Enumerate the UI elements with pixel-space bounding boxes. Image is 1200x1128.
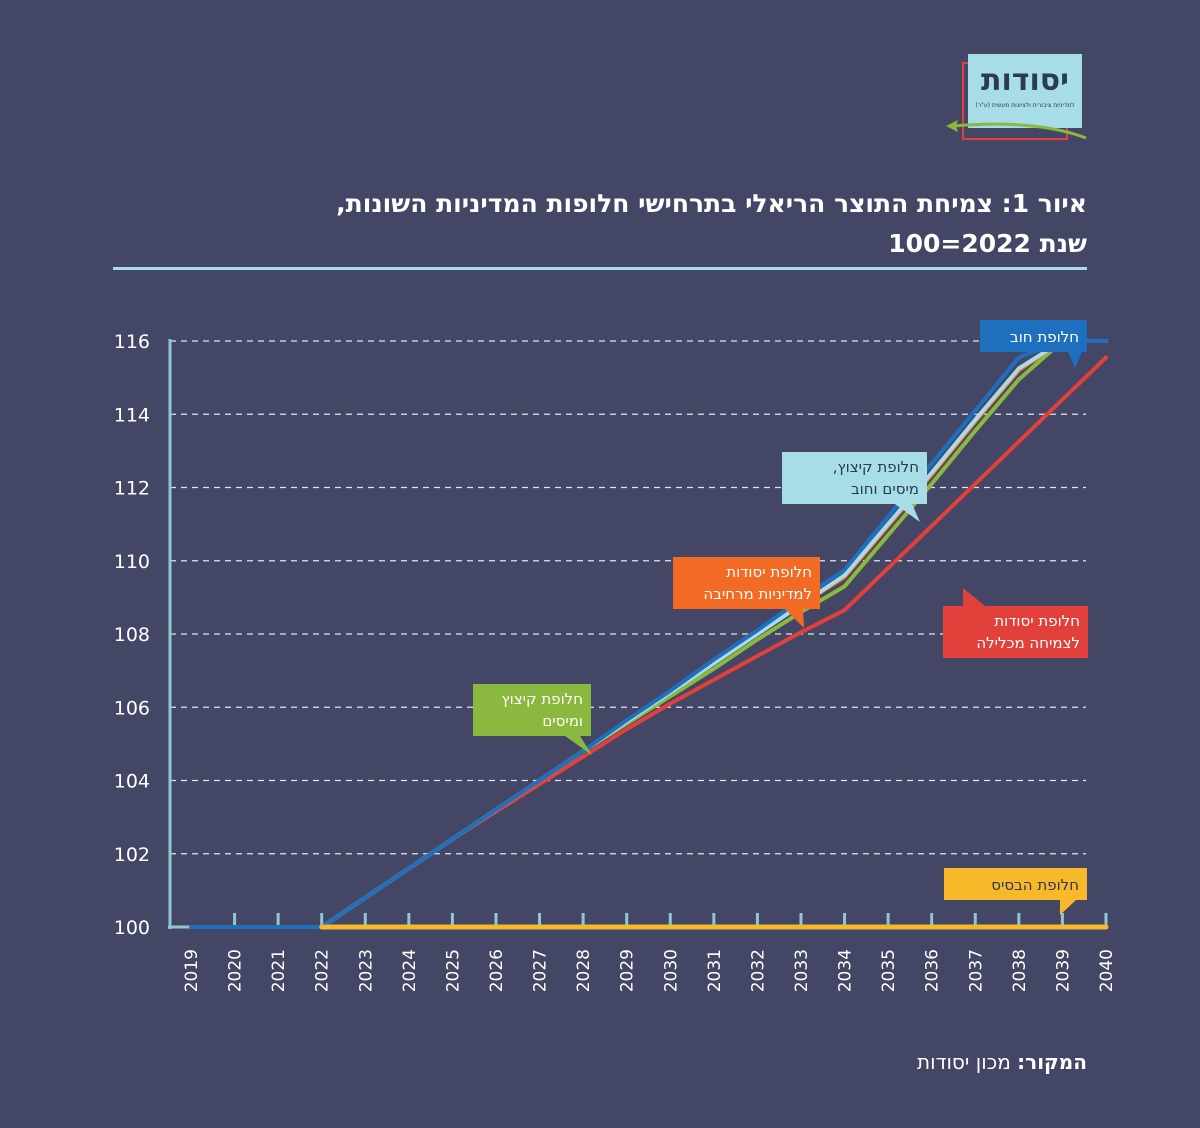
y-tick-label: 104 xyxy=(114,771,150,793)
y-tick-label: 110 xyxy=(114,551,150,573)
x-tick-label: 2026 xyxy=(487,949,507,992)
x-tick-label: 2029 xyxy=(618,949,638,992)
x-tick-label: 2023 xyxy=(356,949,376,992)
annotation-pointer xyxy=(895,504,920,522)
x-tick-label: 2028 xyxy=(574,949,594,992)
annotation-baseline: חלופת הבסיס xyxy=(944,868,1087,915)
x-tick-labels: 2019 2020 2021 2022 2023 2024 2025 2026 2027 2028… xyxy=(182,949,1117,992)
annotation-text: למדיניות מרחיבה xyxy=(703,585,812,603)
annotation-pointer xyxy=(565,736,592,755)
annotation-pointer xyxy=(1068,352,1082,368)
annotation-text: חלופת יסודות xyxy=(994,612,1080,630)
x-tick-label: 2037 xyxy=(966,949,986,992)
annotation-text: חלופת קיצוץ, xyxy=(833,458,919,476)
source-label: המקור: xyxy=(1017,1050,1087,1074)
y-tick-label: 114 xyxy=(114,404,150,426)
annotation-pointer xyxy=(1060,900,1076,915)
x-tick-label: 2035 xyxy=(879,949,899,992)
logo: יסודות למדיניות ציבורית ולציונות מעשית (… xyxy=(940,50,1090,150)
logo-name: יסודות xyxy=(981,63,1069,98)
annotation-text: מיסים וחוב xyxy=(851,480,919,498)
grid-lines xyxy=(170,340,1086,855)
x-tick-label: 2019 xyxy=(182,949,202,992)
annotation-text: חלופת חוב xyxy=(1010,328,1079,346)
chart-title: איור 1: צמיחת התוצר הריאלי בתרחישי חלופו… xyxy=(107,184,1087,264)
series-line-debt xyxy=(189,339,1108,929)
series-annotations: חלופת חוב חלופת קיצוץ, מיסים וחוב חלופת יסו… xyxy=(473,320,1088,915)
x-tick-label: 2034 xyxy=(836,949,856,992)
x-tick-label: 2020 xyxy=(226,949,246,992)
annotation-text: לצמיחה מכלילה xyxy=(976,634,1080,652)
x-tick-label: 2024 xyxy=(400,949,420,992)
line-chart: 100 102 104 106 108 110 112 114 116 2019 2020 2021… xyxy=(114,320,1117,992)
annotation-austerity_tax_debt: חלופת קיצוץ, מיסים וחוב xyxy=(782,452,927,522)
annotation-box xyxy=(943,606,1088,658)
annotation-box xyxy=(473,684,591,736)
annotation-box xyxy=(944,868,1087,900)
x-tick-label: 2025 xyxy=(443,949,463,992)
y-tick-label: 100 xyxy=(114,917,150,939)
x-tick-label: 2030 xyxy=(661,949,681,992)
series-lines xyxy=(189,339,1109,930)
logo-tagline: למדיניות ציבורית ולציונות מעשית (ע"ר) xyxy=(975,102,1075,109)
annotation-box xyxy=(673,557,820,609)
x-tick-label: 2038 xyxy=(1010,949,1030,992)
annotation-inclusive: חלופת יסודות לצמיחה מכלילה xyxy=(943,588,1088,658)
x-tick-label: 2039 xyxy=(1053,949,1073,992)
x-tick-label: 2040 xyxy=(1097,949,1117,992)
annotation-text: ומיסים xyxy=(542,712,583,730)
y-tick-label: 106 xyxy=(114,697,150,719)
y-tick-labels: 100 102 104 106 108 110 112 114 116 xyxy=(114,331,150,939)
annotation-text: חלופת יסודות xyxy=(726,563,812,581)
annotation-debt: חלופת חוב xyxy=(980,320,1087,368)
chart-title-line-1: איור 1: צמיחת התוצר הריאלי בתרחישי חלופו… xyxy=(336,189,1087,218)
y-tick-label: 112 xyxy=(114,478,150,500)
x-tick-label: 2036 xyxy=(923,949,943,992)
annotation-text: חלופת הבסיס xyxy=(991,876,1079,894)
source-text: מכון יסודות xyxy=(916,1050,1011,1074)
y-tick-label: 116 xyxy=(114,331,150,353)
x-tick-label: 2032 xyxy=(748,949,768,992)
annotation-box xyxy=(980,320,1087,352)
y-tick-label: 102 xyxy=(114,844,150,866)
annotation-expansionary: חלופת יסודות למדיניות מרחיבה xyxy=(673,557,820,628)
y-tick-label: 108 xyxy=(114,624,150,646)
chart-title-line-2: שנת 2022=100 xyxy=(888,229,1087,258)
x-tick-label: 2033 xyxy=(792,949,812,992)
annotation-pointer xyxy=(785,609,804,628)
annotation-text: חלופת קיצוץ xyxy=(502,690,583,708)
logo-arrow-icon xyxy=(946,120,1087,140)
x-tick-label: 2022 xyxy=(313,949,333,992)
annotation-austerity_tax: חלופת קיצוץ ומיסים xyxy=(473,684,592,755)
title-divider xyxy=(113,267,1087,270)
annotation-box xyxy=(782,452,927,504)
x-tick-label: 2031 xyxy=(705,949,725,992)
logo-box xyxy=(968,54,1082,128)
annotation-pointer xyxy=(963,588,985,606)
x-tick-label: 2027 xyxy=(531,949,551,992)
x-tick-label: 2021 xyxy=(269,949,289,992)
source-note: המקור: מכון יסודות xyxy=(917,1050,1087,1074)
